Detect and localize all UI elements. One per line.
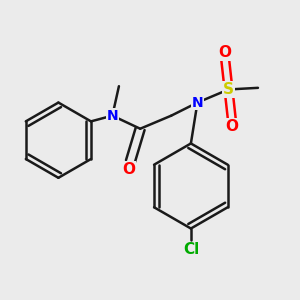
Text: N: N bbox=[106, 109, 118, 123]
Text: N: N bbox=[192, 96, 203, 110]
Text: O: O bbox=[219, 45, 232, 60]
Text: O: O bbox=[225, 118, 238, 134]
Text: S: S bbox=[223, 82, 234, 97]
Text: Cl: Cl bbox=[183, 242, 199, 257]
Text: O: O bbox=[122, 162, 135, 177]
